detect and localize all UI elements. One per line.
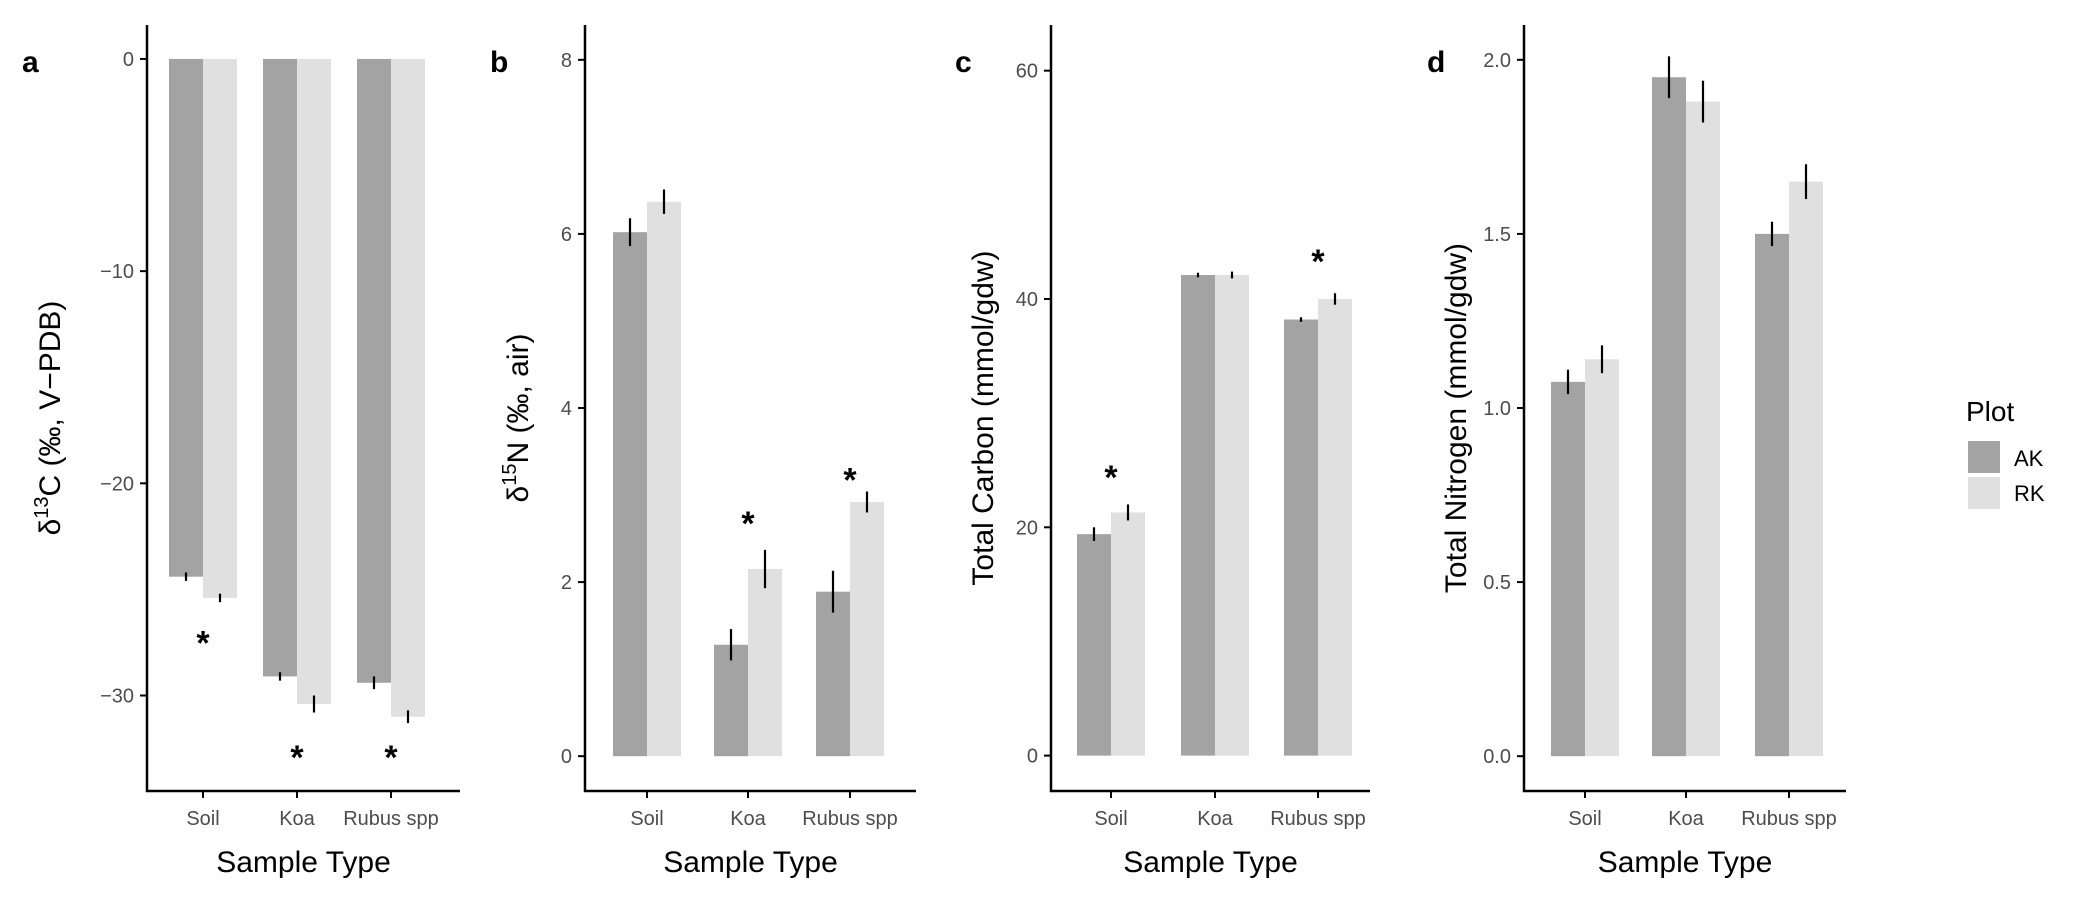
bar-rk-koa	[1215, 275, 1249, 756]
bar-rk-soil	[647, 201, 681, 757]
y-tick-label: 0	[123, 49, 134, 71]
y-axis-title: Total Carbon (mmol/gdw)	[967, 250, 1000, 585]
bar-ak-rubus-spp	[816, 591, 850, 757]
bar-ak-soil	[613, 232, 647, 757]
y-tick-label: 60	[1016, 61, 1038, 83]
x-tick-label: Rubus spp	[802, 808, 898, 830]
y-tick-label: 6	[561, 224, 572, 246]
panels-layer: a * * * 0 −10 −20 −30 Soil Koa Rubus spp Sample Typ…	[22, 25, 1846, 879]
y-tick-label: 2.0	[1483, 50, 1511, 72]
y-tick-label: −20	[100, 473, 134, 495]
x-tick-label: Rubus spp	[1741, 808, 1837, 830]
y-axis-title: δ15N (‰, air)	[499, 334, 535, 503]
y-axis-title: δ13C (‰, V−PDB)	[31, 301, 67, 536]
bar-ak-rubus-spp	[1755, 233, 1789, 757]
y-tick-label: −30	[100, 686, 134, 708]
y-tick-label: 8	[561, 50, 572, 72]
bar-ak-soil	[1077, 534, 1111, 756]
y-tick-label: 20	[1016, 517, 1038, 539]
bar-rk-rubus-spp	[1318, 298, 1352, 756]
panel-letter: a	[22, 46, 39, 79]
bar-ak-rubus-spp	[357, 58, 391, 683]
bar-ak-rubus-spp	[1284, 319, 1318, 756]
bar-rk-rubus-spp	[391, 58, 425, 717]
x-tick-label: Rubus spp	[343, 808, 439, 830]
y-tick-label: 2	[561, 572, 572, 594]
significance-star: *	[290, 739, 304, 777]
x-axis-title: Sample Type	[216, 846, 391, 879]
y-tick-label: 1.5	[1483, 224, 1511, 246]
bar-ak-soil	[1551, 381, 1585, 757]
y-tick-label: 4	[561, 398, 572, 420]
y-tick-label: 40	[1016, 289, 1038, 311]
bar-ak-koa	[714, 644, 748, 757]
x-tick-label: Soil	[186, 808, 219, 830]
significance-star: *	[1311, 243, 1325, 281]
bar-rk-soil	[1585, 359, 1619, 757]
bar-ak-soil	[169, 58, 203, 577]
panel-d: d 0.0 0.5 1.0 1.5 2.0 Soil Koa Rubus spp Sample T…	[1427, 25, 1846, 879]
bar-rk-koa	[748, 569, 782, 757]
x-tick-label: Soil	[630, 808, 663, 830]
panel-letter: d	[1427, 46, 1445, 79]
significance-star: *	[741, 505, 755, 543]
y-tick-label: 0	[561, 746, 572, 768]
panel-b: b * * 0 2 4 6 8 Soil Koa Rubus spp Sample Type δ15N …	[490, 25, 916, 879]
panel-letter: b	[490, 46, 508, 79]
legend-swatch-rk	[1968, 477, 2000, 509]
panel-c: c * * 0 20 40 60 Soil Koa Rubus spp Sample Type Tot…	[955, 25, 1370, 879]
bar-ak-koa	[1181, 275, 1215, 756]
x-axis-title: Sample Type	[1598, 846, 1773, 879]
y-tick-label: 0.0	[1483, 746, 1511, 768]
legend-title: Plot	[1966, 396, 2014, 427]
bar-ak-koa	[263, 58, 297, 677]
x-tick-label: Rubus spp	[1270, 808, 1366, 830]
y-tick-label: 0	[1027, 746, 1038, 768]
significance-star: *	[1104, 459, 1118, 497]
y-tick-label: 0.5	[1483, 572, 1511, 594]
x-tick-label: Koa	[1197, 808, 1233, 830]
legend-label-ak: AK	[2014, 446, 2044, 471]
significance-star: *	[384, 739, 398, 777]
bar-rk-soil	[203, 58, 237, 598]
bar-rk-rubus-spp	[850, 502, 884, 757]
x-tick-label: Koa	[279, 808, 315, 830]
bar-ak-koa	[1652, 77, 1686, 757]
x-tick-label: Soil	[1568, 808, 1601, 830]
x-axis-title: Sample Type	[1123, 846, 1298, 879]
x-tick-label: Koa	[1668, 808, 1704, 830]
legend-swatch-ak	[1968, 441, 2000, 473]
x-axis-title: Sample Type	[663, 846, 838, 879]
y-tick-label: 1.0	[1483, 398, 1511, 420]
legend: Plot AK RK	[1966, 396, 2045, 509]
bar-rk-soil	[1111, 512, 1145, 756]
legend-label-rk: RK	[2014, 481, 2045, 506]
significance-star: *	[843, 462, 857, 500]
y-axis-title: Total Nitrogen (mmol/gdw)	[1440, 243, 1473, 593]
bar-rk-koa	[297, 58, 331, 705]
panel-a: a * * * 0 −10 −20 −30 Soil Koa Rubus spp Sample Typ…	[22, 25, 460, 879]
x-tick-label: Soil	[1094, 808, 1127, 830]
significance-star: *	[196, 624, 210, 662]
bar-rk-koa	[1686, 101, 1720, 757]
y-tick-label: −10	[100, 261, 134, 283]
bar-rk-rubus-spp	[1789, 181, 1823, 757]
x-tick-label: Koa	[730, 808, 766, 830]
panel-letter: c	[955, 46, 972, 79]
